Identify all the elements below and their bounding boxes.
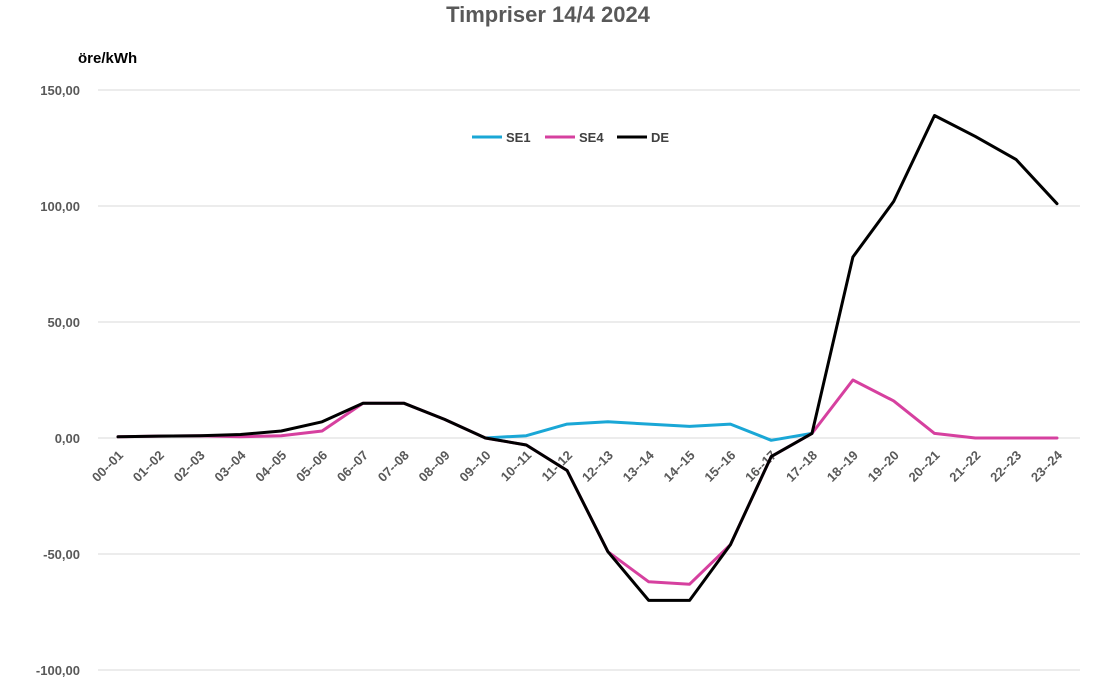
- series-line-de: [116, 114, 1059, 602]
- x-tick-label: 19--20: [865, 448, 902, 485]
- series-line-se1: [483, 420, 814, 442]
- gridlines: [98, 89, 1080, 671]
- chart-title: Timpriser 14/4 2024: [446, 2, 651, 27]
- x-tick-label: 02--03: [171, 448, 208, 485]
- legend-label-se4: SE4: [579, 130, 604, 145]
- y-tick-label: 0,00: [55, 431, 80, 446]
- y-tick-label: -50,00: [43, 547, 80, 562]
- x-tick-label: 00--01: [89, 448, 126, 485]
- legend-label-se1: SE1: [506, 130, 531, 145]
- legend-label-de: DE: [651, 130, 669, 145]
- x-tick-label: 10--11: [498, 448, 535, 485]
- x-tick-label: 08--09: [416, 448, 453, 485]
- y-axis-label: öre/kWh: [78, 50, 137, 67]
- x-tick-label: 09--10: [456, 448, 493, 485]
- x-tick-label: 22--23: [987, 448, 1024, 485]
- x-tick-label: 03--04: [211, 447, 249, 485]
- x-tick-labels: 00--01 01--02 02--03 03--04 04--05 05--06 06--…: [89, 447, 1066, 485]
- x-tick-label: 18--19: [824, 448, 861, 485]
- y-tick-label: 150,00: [40, 83, 80, 98]
- x-tick-label: 13--14: [620, 447, 658, 485]
- y-tick-label: 100,00: [40, 199, 80, 214]
- legend: SE1 SE4 DE: [472, 130, 669, 145]
- x-tick-label: 14--15: [661, 448, 698, 485]
- x-tick-label: 20--21: [905, 448, 942, 485]
- x-tick-label: 04--05: [252, 448, 289, 485]
- y-tick-label: 50,00: [47, 315, 80, 330]
- x-tick-label: 06--07: [334, 448, 371, 485]
- x-tick-label: 23--24: [1028, 447, 1066, 485]
- x-tick-label: 01--02: [130, 448, 167, 485]
- series-lines: [116, 114, 1059, 602]
- x-tick-label: 17--18: [783, 448, 820, 485]
- x-tick-label: 12--13: [579, 448, 616, 485]
- x-tick-label: 21--22: [946, 448, 983, 485]
- x-tick-label: 05--06: [293, 448, 330, 485]
- x-tick-label: 15--16: [701, 448, 738, 485]
- y-tick-label: -100,00: [36, 663, 80, 678]
- y-tick-labels: 150,00 100,00 50,00 0,00 -50,00 -100,00: [36, 83, 80, 678]
- x-tick-label: 07--08: [375, 448, 412, 485]
